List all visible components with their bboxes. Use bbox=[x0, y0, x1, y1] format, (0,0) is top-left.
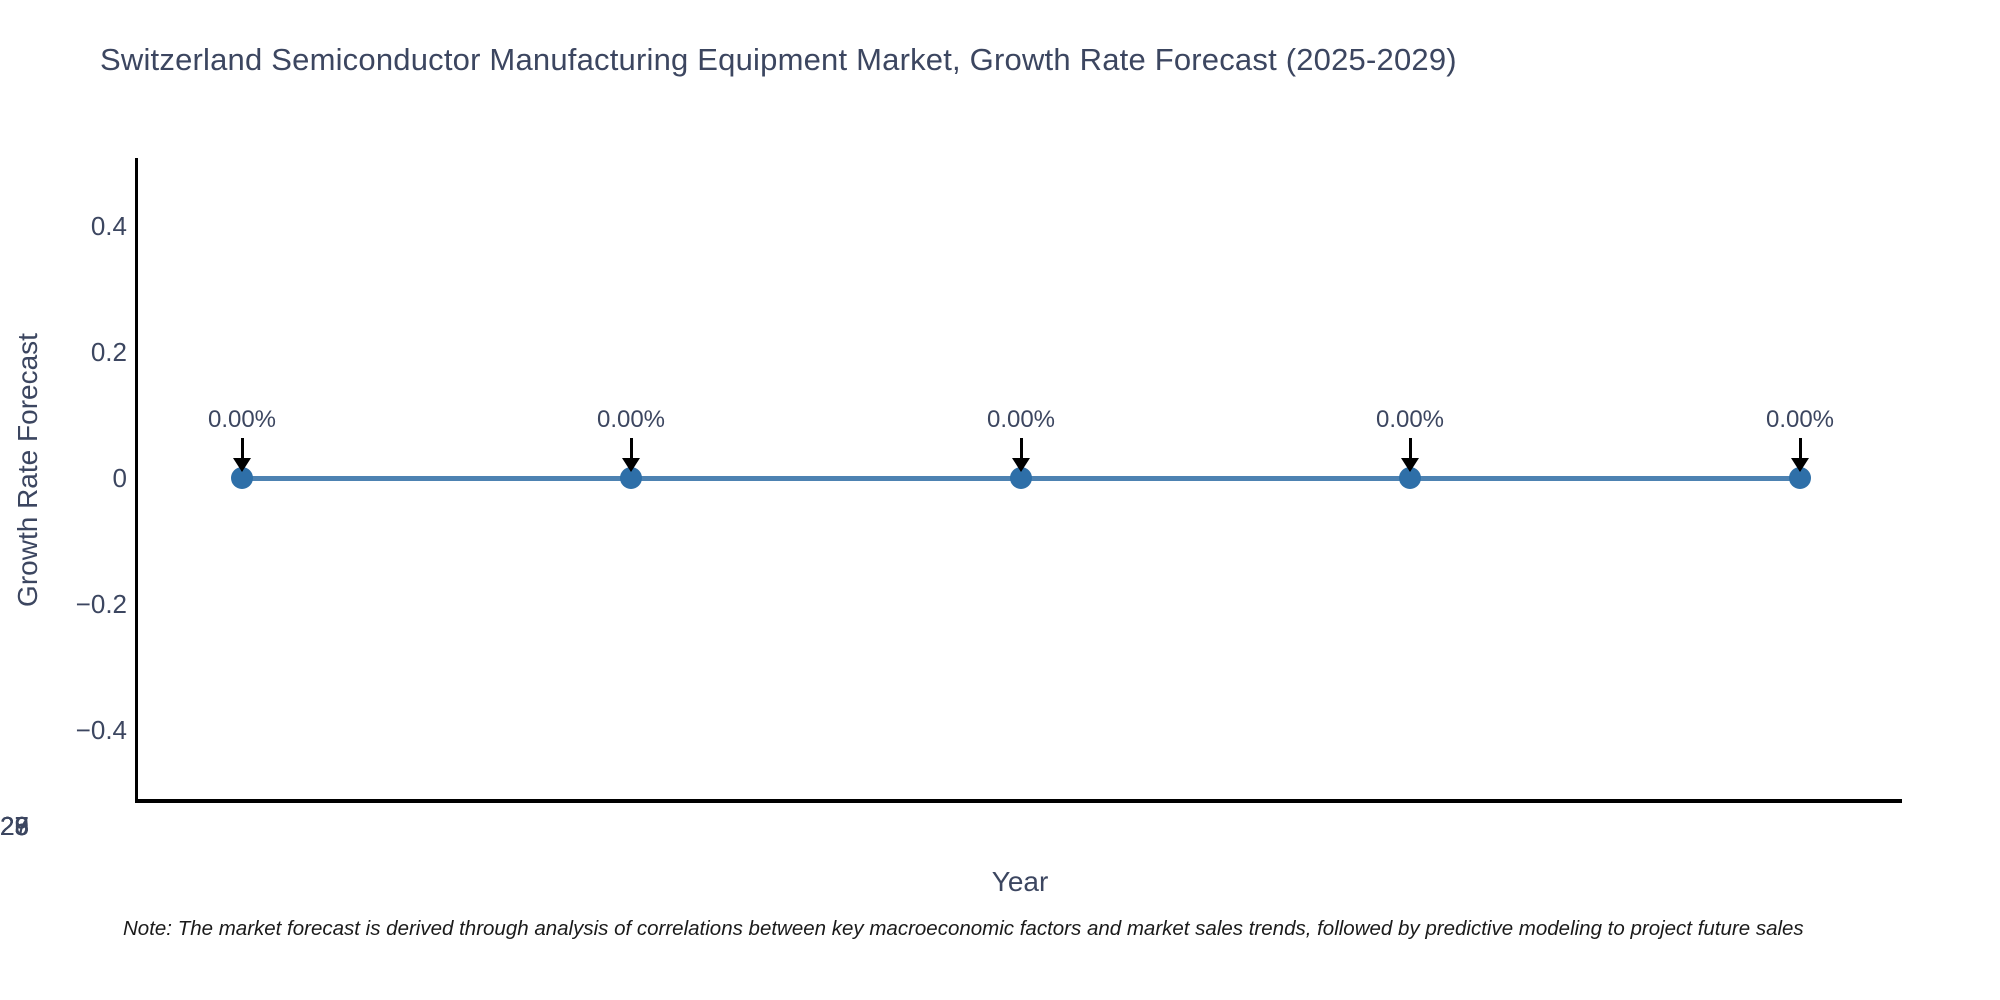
data-point-marker bbox=[1789, 467, 1811, 489]
x-tick-label: 2027 bbox=[0, 811, 29, 841]
annotation-arrow-shaft bbox=[1019, 438, 1023, 460]
annotation-arrow-shaft bbox=[1408, 438, 1412, 460]
x-axis-title: Year bbox=[991, 866, 1049, 897]
arrow-down-icon bbox=[1401, 458, 1419, 472]
annotation-arrow-shaft bbox=[240, 438, 244, 460]
x-tick-label: 2029 bbox=[0, 811, 29, 841]
arrow-down-icon bbox=[233, 458, 251, 472]
data-point-marker bbox=[620, 467, 642, 489]
y-tick-label: 0.4 bbox=[90, 211, 127, 241]
y-tick-label: 0.2 bbox=[90, 337, 127, 367]
annotation-label: 0.00% bbox=[1765, 406, 1835, 433]
y-tick-label: −0.4 bbox=[75, 715, 127, 745]
x-axis-line bbox=[135, 799, 1902, 803]
y-tick-label: 0 bbox=[112, 463, 127, 493]
y-tick-label: −0.2 bbox=[75, 589, 127, 619]
arrow-down-icon bbox=[1012, 458, 1030, 472]
annotation-label: 0.00% bbox=[986, 406, 1056, 433]
footnote-text: Note: The market forecast is derived thr… bbox=[123, 917, 1804, 940]
arrow-down-icon bbox=[622, 458, 640, 472]
annotation-label: 0.00% bbox=[207, 406, 277, 433]
annotation-arrow-shaft bbox=[1798, 438, 1802, 460]
x-tick-label: 2025 bbox=[0, 811, 29, 841]
annotation-label: 0.00% bbox=[1375, 406, 1445, 433]
x-tick-label: 2028 bbox=[0, 811, 29, 841]
data-point-marker bbox=[231, 467, 253, 489]
y-axis-title: Growth Rate Forecast bbox=[12, 333, 43, 607]
data-point-marker bbox=[1010, 467, 1032, 489]
chart-title: Switzerland Semiconductor Manufacturing … bbox=[100, 42, 1457, 77]
y-axis-line bbox=[135, 158, 138, 803]
x-tick-label: 2026 bbox=[0, 811, 29, 841]
arrow-down-icon bbox=[1791, 458, 1809, 472]
annotation-arrow-shaft bbox=[629, 438, 633, 460]
data-point-marker bbox=[1399, 467, 1421, 489]
annotation-label: 0.00% bbox=[596, 406, 666, 433]
